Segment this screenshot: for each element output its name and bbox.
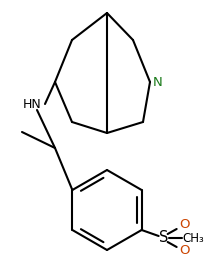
Text: CH₃: CH₃: [183, 232, 205, 245]
Text: S: S: [159, 231, 168, 246]
Text: HN: HN: [23, 97, 41, 111]
Text: N: N: [153, 76, 163, 89]
Text: O: O: [179, 218, 190, 232]
Text: O: O: [179, 245, 190, 257]
